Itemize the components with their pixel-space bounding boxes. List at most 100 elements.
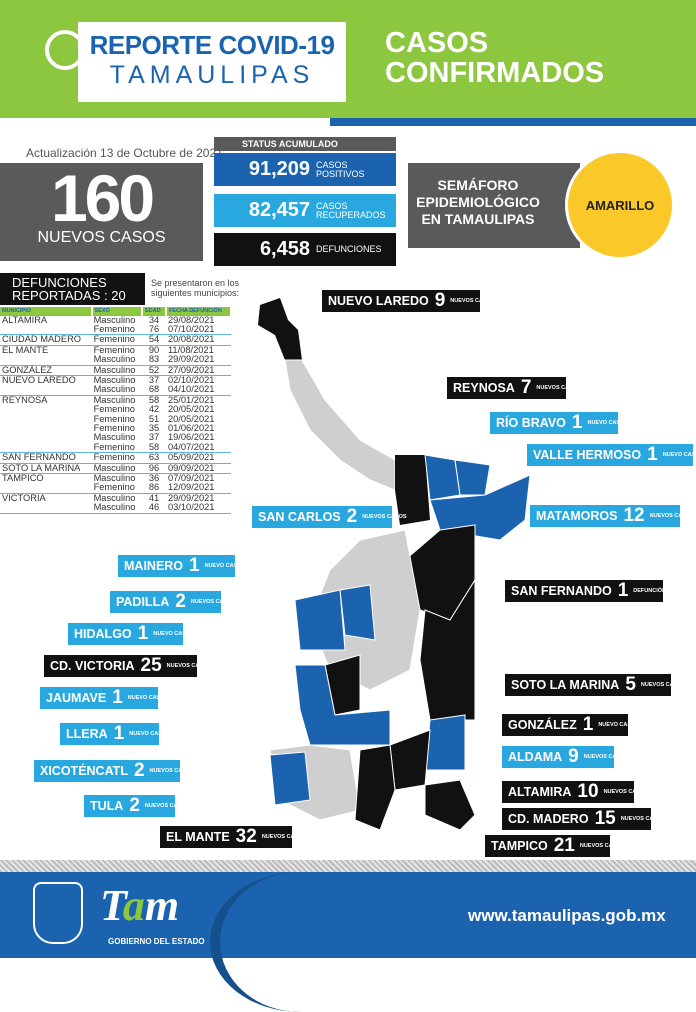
case-count: 1: [112, 687, 123, 708]
case-suffix: NUEVOS CASOS: [450, 298, 495, 304]
section-title-line2: CONFIRMADOS: [385, 57, 605, 89]
table-cell: [0, 415, 92, 424]
case-suffix: NUEVOS CASOS: [149, 768, 194, 774]
map-region-altamira: [424, 779, 476, 831]
table-row: Femenino 58 04/07/2021: [0, 442, 231, 453]
update-date: Actualización 13 de Octubre de 2021: [26, 146, 223, 160]
case-count: 1: [647, 444, 658, 465]
table-cell: Masculino: [91, 364, 143, 376]
stat-deaths: 6,458 DEFUNCIONES: [214, 233, 396, 266]
column-header: EDAD: [142, 307, 167, 315]
table-cell: 35: [148, 422, 160, 433]
case-suffix: NUEVOS CASOS: [536, 385, 581, 391]
stat-label: CASOS: [316, 159, 348, 170]
municipality-name: TAMPICO: [491, 839, 548, 853]
table-row: SAN FERNANDO Femenino 63 05/09/2021: [0, 452, 231, 464]
map-label: REYNOSA 7 NUEVOS CASOS: [447, 377, 581, 399]
table-row: Femenino 35 01/06/2021: [0, 422, 231, 433]
case-count: 5: [625, 674, 636, 695]
case-count: 1: [113, 723, 125, 744]
municipality-name: NUEVO LAREDO: [328, 294, 429, 308]
table-cell: Femenino: [91, 334, 143, 346]
table-cell: 76: [148, 323, 160, 334]
table-row: Masculino 37 19/06/2021: [0, 432, 231, 443]
case-count: 2: [129, 795, 140, 816]
website-link[interactable]: www.tamaulipas.gob.mx: [468, 906, 666, 925]
header-stripe: [330, 118, 696, 126]
table-cell: 19/06/2021: [167, 432, 215, 443]
map-label: PADILLA 2 NUEVOS CASOS: [110, 591, 236, 613]
case-suffix: NUEVOS CASOS: [603, 789, 648, 795]
new-cases-box: 160 NUEVOS CASOS: [0, 163, 203, 261]
table-row: ALTAMIRA Masculino 34 29/08/2021: [0, 314, 231, 325]
table-cell: 20/05/2021: [167, 404, 215, 415]
map-region-hidalgo-padilla: [294, 589, 346, 651]
table-cell: GONZÁLEZ: [0, 364, 92, 376]
table-cell: 46: [142, 503, 166, 514]
map-region-reynosa: [395, 455, 430, 525]
case-suffix: NUEVOS CASOS: [261, 834, 307, 840]
table-cell: 29/09/2021: [165, 492, 231, 504]
table-cell: [0, 503, 92, 514]
case-count: 21: [553, 835, 575, 856]
map-label: XICOTÉNCATL 2 NUEVOS CASOS: [34, 760, 194, 782]
map-region-tula-xicotencatl: [269, 751, 311, 806]
map-label: MATAMOROS 12 NUEVOS CASOS: [530, 505, 694, 527]
footer-decoration: [210, 872, 390, 1012]
case-suffix: NUEVOS CASOS: [620, 816, 666, 822]
map-label: SAN FERNANDO 1 DEFUNCIÓN: [505, 580, 666, 602]
municipality-name: ALTAMIRA: [508, 785, 572, 799]
case-count: 1: [137, 623, 149, 644]
table-cell: 12/09/2021: [167, 482, 215, 493]
case-count: 10: [577, 781, 599, 802]
municipality-name: SAN CARLOS: [258, 510, 341, 524]
table-cell: 29/08/2021: [165, 314, 231, 325]
municipality-name: SAN FERNANDO: [511, 584, 612, 598]
table-cell: ALTAMIRA: [0, 314, 92, 325]
map-region-valle-hermoso: [454, 459, 491, 496]
table-cell: Masculino: [91, 503, 143, 514]
municipality-name: JAUMAVE: [46, 691, 107, 705]
table-cell: Femenino: [91, 452, 143, 464]
map-label: SOTO LA MARINA 5 NUEVOS CASOS: [505, 674, 685, 696]
logo-subtitle: GOBIERNO DEL ESTADO: [108, 937, 205, 946]
stat-recovered: 82,457 CASOS RECUPERADOS: [214, 194, 396, 227]
column-header: MUNICIPIO: [0, 307, 93, 315]
municipality-name: LLERA: [66, 727, 108, 741]
table-cell: 27/09/2021: [165, 364, 231, 376]
table-cell: Femenino: [93, 413, 135, 424]
case-count: 2: [175, 591, 186, 612]
table-cell: 07/09/2021: [165, 473, 231, 484]
table-cell: 11/08/2021: [165, 344, 231, 356]
case-count: 7: [520, 377, 532, 398]
map-region-aldama: [424, 714, 466, 771]
municipality-name: REYNOSA: [453, 381, 515, 395]
case-suffix: NUEVOS CASOS: [583, 754, 629, 760]
table-row: Masculino 46 03/10/2021: [0, 503, 231, 514]
table-cell: 52: [142, 364, 166, 376]
map-region-san-carlos: [339, 584, 376, 641]
table-row: GONZÁLEZ Masculino 52 27/09/2021: [0, 364, 231, 376]
municipality-name: MAINERO: [124, 559, 184, 573]
table-cell: [0, 355, 92, 365]
case-suffix: NUEVOS CASOS: [144, 803, 190, 809]
table-cell: [0, 424, 92, 433]
case-suffix: NUEVOS CASOS: [190, 599, 236, 605]
case-suffix: NUEVO CASO: [598, 722, 636, 728]
state-seal-icon: [33, 882, 83, 944]
map-label: TAMPICO 21 NUEVOS CASOS: [485, 835, 624, 857]
table-cell: Masculino: [93, 384, 136, 395]
municipality-name: GONZÁLEZ: [508, 718, 577, 732]
case-suffix: NUEVO CASO: [127, 695, 165, 701]
map-label: ALDAMA 9 NUEVOS CASOS: [502, 746, 629, 768]
title-line1: REPORTE COVID-19: [89, 30, 335, 60]
table-cell: VICTORIA: [0, 492, 92, 504]
municipality-name: MATAMOROS: [536, 509, 618, 523]
column-header: SEXO: [91, 307, 144, 315]
table-cell: EL MANTE: [0, 344, 92, 356]
table-cell: 63: [142, 452, 166, 464]
table-cell: 58: [142, 394, 166, 406]
new-cases-value: 160: [50, 161, 155, 235]
table-row: CIUDAD MADERO Femenino 54 20/08/2021: [0, 334, 231, 346]
municipality-name: CD. VICTORIA: [50, 659, 135, 673]
